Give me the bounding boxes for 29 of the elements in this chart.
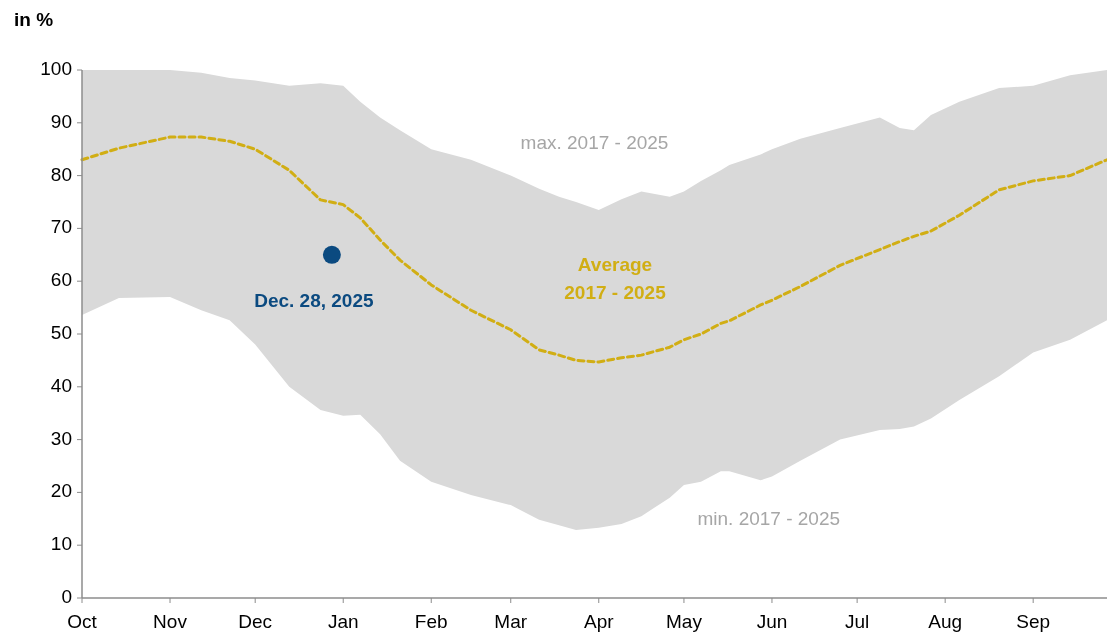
y-tick-label: 40 [50, 374, 72, 396]
x-tick-label: Dec [238, 611, 273, 632]
line-series [80, 135, 1107, 364]
x-tick-label: Nov [153, 611, 188, 632]
x-tick-label: Jul [844, 611, 870, 632]
y-tick-label: 60 [50, 269, 72, 291]
annotation: min. 2017 - 2025 [697, 507, 841, 529]
annotation: max. 2017 - 2025 [520, 131, 669, 153]
x-tick-label: Apr [583, 611, 615, 632]
x-tick-label: Mar [494, 611, 528, 632]
y-tick-label: 10 [50, 533, 72, 555]
x-tick-label: Feb [414, 611, 448, 632]
text: Average 2017 - 2025 [564, 253, 667, 303]
y-tick-label: 100 [40, 58, 72, 80]
y-tick-label: 50 [50, 322, 72, 344]
y-tick-label: 90 [50, 110, 72, 132]
y-tick-label: 80 [50, 163, 72, 185]
y-axis-title: in % [14, 9, 54, 30]
y-tick-label: 20 [50, 480, 72, 502]
x-tick-label: Oct [67, 611, 98, 632]
x-tick-label: Jun [756, 611, 788, 632]
x-tick-label: Sep [1016, 611, 1051, 632]
y-tick-label: 30 [50, 427, 72, 449]
text: Dec. 28, 2025 [254, 289, 374, 311]
x-tick-label: Jan [327, 611, 359, 632]
y-tick-label: 0 [61, 586, 72, 608]
y-tick-label: 70 [50, 216, 72, 238]
x-tick-label: Aug [928, 611, 963, 632]
x-tick-label: May [665, 611, 703, 632]
